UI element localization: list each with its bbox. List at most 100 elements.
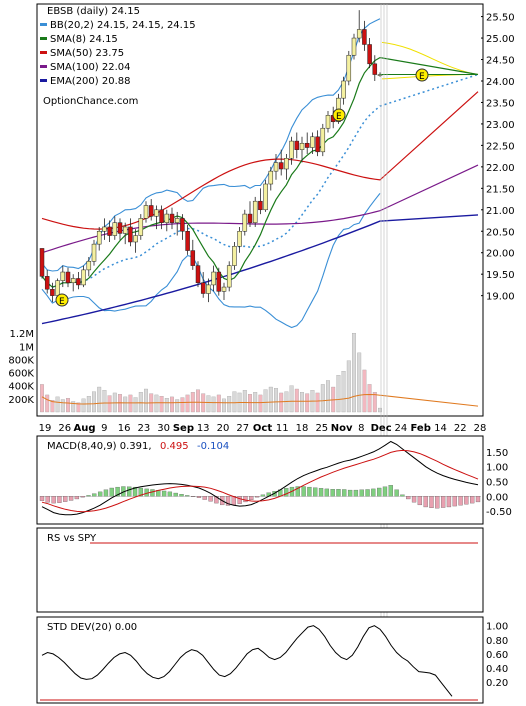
x-tick-label: 22	[454, 423, 467, 434]
candle-body	[96, 231, 102, 245]
x-tick-label: 25	[315, 423, 328, 434]
price-tick-label: 19.50	[486, 270, 515, 281]
macd-histogram-bar	[400, 494, 405, 497]
candle-body	[310, 136, 315, 148]
legend-swatch	[40, 23, 47, 26]
rs-panel: RS vs SPY	[36, 527, 484, 613]
stddev-tick-label: 0.80	[486, 636, 508, 647]
candle-body	[315, 136, 320, 153]
macd-y-axis: 1.50 1.00 0.50 0.00 -0.50	[486, 448, 512, 518]
x-tick-label: Oct	[253, 423, 272, 434]
event-markers: E E E	[55, 68, 429, 307]
price-tick-label: 23.00	[486, 120, 515, 131]
candle-body	[128, 226, 133, 243]
volume-tick-label: 400K	[8, 382, 34, 393]
macd-histogram-bar	[45, 496, 50, 503]
candle-body	[86, 261, 92, 271]
volume-tick-label: 600K	[8, 369, 34, 380]
macd-tick-label: 0.50	[486, 477, 508, 488]
volume-bar	[55, 396, 60, 413]
macd-histogram-bar	[138, 487, 143, 497]
candle-body	[76, 278, 81, 286]
volume-bar	[159, 396, 164, 413]
x-tick-label: 18	[296, 423, 309, 434]
candle-body	[70, 278, 76, 284]
volume-bar	[274, 388, 278, 413]
volume-bar	[185, 394, 190, 413]
volume-bar	[92, 391, 96, 413]
price-tick-label: 24.50	[486, 56, 515, 67]
volume-bar	[320, 384, 325, 413]
x-tick-label: Sep	[173, 423, 194, 434]
event-marker-e: E	[415, 68, 429, 82]
x-tick-label: 8	[358, 423, 364, 434]
macd-histogram-bar	[51, 496, 56, 504]
macd-histogram-bar	[359, 489, 364, 497]
macd-histogram-bar	[179, 494, 184, 497]
x-tick-label: 19	[39, 423, 52, 434]
volume-bar	[102, 390, 107, 413]
macd-histogram-bar	[406, 496, 411, 500]
candle-body	[91, 243, 97, 262]
stddev-panel: 1.00 0.80 0.60 0.40 0.20 STD DEV(20) 0.00	[36, 616, 508, 704]
candle-body	[143, 205, 149, 219]
volume-bar	[294, 388, 299, 413]
macd-histogram-bar	[150, 489, 155, 497]
candle-body	[221, 286, 227, 292]
candle-body	[60, 271, 66, 281]
macd-histogram-bar	[336, 489, 341, 497]
volume-bar	[97, 386, 102, 413]
volume-tick-label: 800K	[8, 355, 34, 366]
volume-bar	[211, 396, 216, 413]
volume-bar	[206, 395, 211, 413]
svg-text:E: E	[419, 72, 425, 82]
macd-histogram-bar	[80, 496, 85, 498]
volume-bar	[196, 389, 200, 413]
rs-panel-frame	[36, 527, 484, 613]
stddev-tick-label: 1.00	[486, 622, 508, 633]
volume-bar	[222, 398, 226, 413]
candle-body	[138, 218, 144, 236]
candle-body	[211, 271, 216, 286]
volume-tick-label: 200K	[8, 395, 34, 406]
candle-body	[294, 140, 300, 150]
candle-body	[351, 37, 357, 56]
macd-lines	[41, 440, 479, 516]
x-tick-label: 16	[118, 423, 131, 434]
legend-swatch	[40, 79, 47, 82]
macd-histogram-bar	[237, 496, 242, 504]
macd-histogram-bar	[254, 496, 260, 498]
macd-tick-label: 1.00	[486, 463, 508, 474]
stddev-tick-label: 0.40	[486, 664, 508, 675]
volume-tick-label: 1M	[19, 342, 34, 353]
candle-body	[133, 235, 138, 243]
volume-bar	[123, 396, 128, 413]
macd-legend: MACD(8,40,9) 0.391, 0.495 -0.104	[47, 441, 229, 452]
macd-histogram-bar	[417, 496, 423, 506]
macd-histogram-bar	[382, 486, 388, 497]
volume-bar	[107, 395, 112, 413]
volume-tick-label: 1.2M	[9, 329, 34, 340]
volume-bar	[164, 398, 169, 413]
macd-histogram-bar	[429, 496, 434, 509]
macd-histogram-bar	[167, 491, 173, 497]
x-tick-label: 26	[58, 423, 71, 434]
candle-body	[325, 115, 331, 129]
macd-histogram-bar	[103, 489, 109, 497]
macd-histogram-bar	[411, 496, 417, 503]
volume-bar	[50, 400, 55, 413]
macd-histogram-bar	[132, 486, 138, 497]
macd-title: MACD(8,40,9) 0.391,	[47, 441, 152, 452]
macd-histogram-bar	[330, 489, 335, 497]
candle-body	[237, 231, 242, 247]
volume-bar	[346, 360, 351, 413]
volume-bar	[170, 396, 174, 413]
candle-body	[81, 269, 86, 286]
volume-bar	[227, 396, 232, 413]
candle-body	[107, 226, 112, 236]
macd-histogram-bar	[435, 496, 440, 509]
candle-body	[55, 280, 60, 296]
candle-body	[44, 276, 50, 290]
x-tick-label: 20	[217, 423, 230, 434]
chart-legend: EBSB (daily) 24.15 BB(20,2) 24.15, 24.15…	[40, 6, 196, 107]
